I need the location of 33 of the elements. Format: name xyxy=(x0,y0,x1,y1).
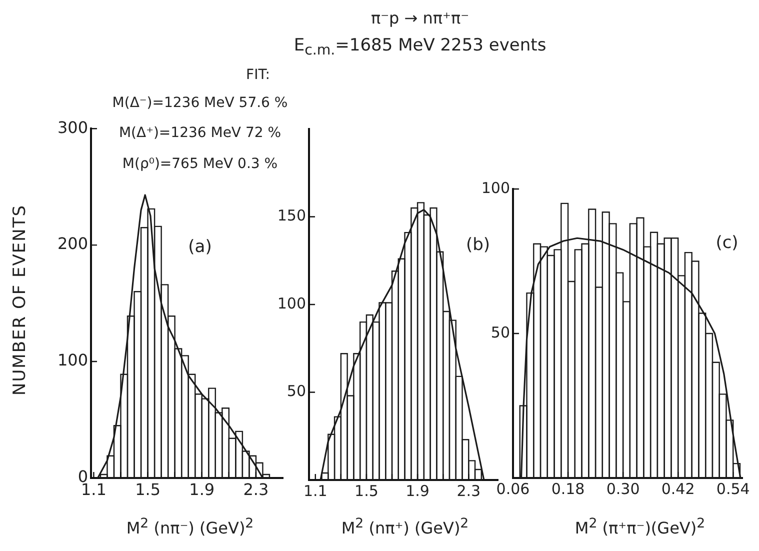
x-tick-label: 1.5 xyxy=(354,482,378,500)
annotation: (a) xyxy=(188,237,212,257)
x-tick-label: 1.9 xyxy=(189,480,215,499)
text: E$_{c.m.}$=1685 MeV 2253 events xyxy=(294,35,546,59)
annotation: M(ρ⁰)=765 MeV 0.3 % xyxy=(122,156,278,172)
annotation: (b) xyxy=(466,235,490,255)
text: FIT: xyxy=(246,67,270,83)
x-axis-title: M$^{2}$ (π⁺π⁻)(GeV)$^{2}$ xyxy=(574,516,706,538)
annotation: (c) xyxy=(716,233,738,253)
y-tick-label: 50 xyxy=(490,323,510,342)
annotation: M(Δ⁺)=1236 MeV 72 % xyxy=(118,125,282,141)
y-tick-label: 150 xyxy=(277,206,306,225)
x-axis-title: M$^{2}$ (nπ⁺) (GeV)$^{2}$ xyxy=(341,516,469,538)
x-tick-label: 0.42 xyxy=(661,480,695,498)
y-tick-label: 100 xyxy=(57,350,88,370)
y-axis-title: NUMBER OF EVENTS xyxy=(10,204,30,396)
x-tick-label: 1.9 xyxy=(406,482,430,500)
y-tick-label: 200 xyxy=(57,234,88,254)
x-tick-label: 0.54 xyxy=(716,480,750,498)
text: π⁻p → nπ⁺π⁻ xyxy=(370,8,470,28)
x-tick-label: 0.18 xyxy=(551,480,585,498)
text: M(Δ⁻)=1236 MeV 57.6 % xyxy=(112,95,288,111)
x-tick-label: 1.1 xyxy=(303,482,328,500)
x-axis-title: M$^{2}$ (nπ⁻) (GeV)$^{2}$ xyxy=(126,516,254,538)
y-tick-label: 100 xyxy=(277,294,306,312)
x-tick-label: 0.30 xyxy=(606,480,640,498)
x-tick-label: 2.3 xyxy=(243,480,269,499)
x-tick-label: 2.3 xyxy=(456,482,481,500)
y-tick-label: 100 xyxy=(481,178,510,197)
x-tick-label: 1.5 xyxy=(135,480,161,499)
y-tick-label: 50 xyxy=(286,382,306,400)
y-tick-label: 300 xyxy=(57,118,88,137)
x-tick-label: 0.06 xyxy=(496,480,530,498)
